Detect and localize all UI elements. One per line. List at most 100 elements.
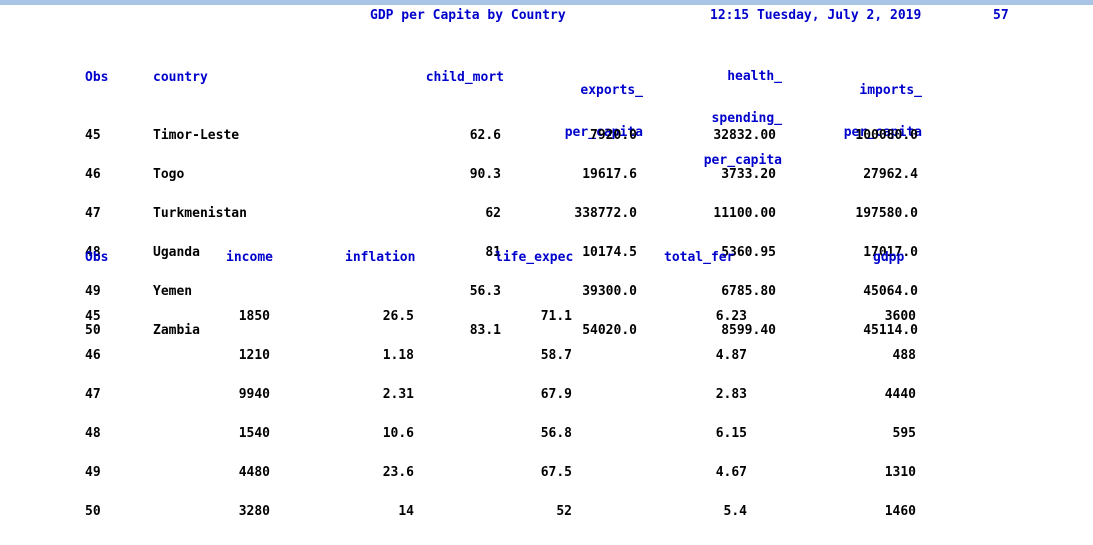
cell-health: 32832.00 <box>713 128 776 143</box>
cell-obs: 45 <box>85 309 101 324</box>
cell-imports: 197580.0 <box>855 206 918 221</box>
col-header-health-line2: spending_ <box>711 111 782 126</box>
cell-exports: 54020.0 <box>582 323 637 338</box>
cell-life-expec: 71.1 <box>540 309 572 324</box>
cell-life-expec: 58.7 <box>540 348 572 363</box>
table2-col-life-expec: 71.1 58.7 67.9 56.8 67.5 52 <box>520 284 572 544</box>
cell-income: 9940 <box>238 387 270 402</box>
col-header-imports: imports_ per_capita <box>810 56 922 168</box>
cell-life-expec: 67.9 <box>540 387 572 402</box>
cell-life-expec: 67.5 <box>540 465 572 480</box>
cell-child-mort: 56.3 <box>469 284 501 299</box>
table2-col-inflation: 26.5 1.18 2.31 10.6 23.6 14 <box>340 284 414 544</box>
cell-obs: 45 <box>85 128 101 143</box>
table1-col-country: Timor-Leste Togo Turkmenistan Uganda Yem… <box>153 103 247 363</box>
cell-total-fer: 5.4 <box>723 504 747 519</box>
cell-obs: 50 <box>85 504 101 519</box>
col-header-obs: Obs <box>85 70 109 85</box>
table2-col-income: 1850 1210 9940 1540 4480 3280 <box>200 284 270 544</box>
window-top-border <box>0 0 1093 5</box>
cell-country: Uganda <box>153 245 200 260</box>
cell-income: 1210 <box>238 348 270 363</box>
col-header-gdpp: gdpp <box>873 250 905 265</box>
col-header-health-line1: health_ <box>727 69 782 84</box>
cell-imports: 45064.0 <box>863 284 918 299</box>
cell-exports: 19617.6 <box>582 167 637 182</box>
col-header-exports-line2: per_capita <box>564 125 643 140</box>
table1-col-child-mort: 62.6 90.3 62 81 56.3 83.1 <box>400 103 501 363</box>
cell-gdpp: 3600 <box>884 309 916 324</box>
cell-obs: 46 <box>85 167 101 182</box>
table1-col-health: 32832.00 3733.20 11100.00 5360.95 6785.8… <box>668 103 776 363</box>
cell-income: 1540 <box>238 426 270 441</box>
cell-obs: 46 <box>85 348 101 363</box>
cell-obs: 50 <box>85 323 101 338</box>
cell-health: 5360.95 <box>721 245 776 260</box>
cell-obs: 47 <box>85 387 101 402</box>
table1-col-obs: 45 46 47 48 49 50 <box>85 103 116 363</box>
table2-col-total-fer: 6.23 4.87 2.83 6.15 4.67 5.4 <box>690 284 747 544</box>
cell-inflation: 26.5 <box>382 309 414 324</box>
col-header-obs: Obs <box>85 250 109 265</box>
cell-health: 8599.40 <box>721 323 776 338</box>
cell-health: 3733.20 <box>721 167 776 182</box>
cell-country: Togo <box>153 167 185 182</box>
table2-col-obs: 45 46 47 48 49 50 <box>85 284 116 544</box>
cell-life-expec: 56.8 <box>540 426 572 441</box>
col-header-health-line3: per_capita <box>703 153 782 168</box>
cell-health: 11100.00 <box>713 206 776 221</box>
col-header-total-fer: total_fer <box>664 250 735 265</box>
cell-inflation: 1.18 <box>382 348 414 363</box>
cell-country: Turkmenistan <box>153 206 247 221</box>
cell-imports: 27962.4 <box>863 167 918 182</box>
cell-income: 1850 <box>238 309 270 324</box>
cell-child-mort: 83.1 <box>469 323 501 338</box>
table2-col-gdpp: 3600 488 4440 595 1310 1460 <box>850 284 916 544</box>
cell-imports: 17017.0 <box>863 245 918 260</box>
cell-exports: 10174.5 <box>582 245 637 260</box>
cell-gdpp: 488 <box>892 348 916 363</box>
cell-child-mort: 62.6 <box>469 128 501 143</box>
col-header-country: country <box>153 70 208 85</box>
col-header-life-expec: life_expec <box>495 250 574 265</box>
cell-gdpp: 4440 <box>884 387 916 402</box>
cell-income: 3280 <box>238 504 270 519</box>
col-header-inflation: inflation <box>345 250 416 265</box>
cell-imports: 45114.0 <box>863 323 918 338</box>
page-number: 57 <box>993 8 1009 23</box>
cell-total-fer: 6.15 <box>715 426 747 441</box>
cell-health: 6785.80 <box>721 284 776 299</box>
cell-child-mort: 90.3 <box>469 167 501 182</box>
cell-exports: 7920.0 <box>590 128 637 143</box>
cell-inflation: 2.31 <box>382 387 414 402</box>
cell-inflation: 14 <box>398 504 414 519</box>
cell-country: Timor-Leste <box>153 128 240 143</box>
cell-exports: 39300.0 <box>582 284 637 299</box>
cell-obs: 49 <box>85 465 101 480</box>
cell-total-fer: 6.23 <box>715 309 747 324</box>
col-header-exports: exports_ per_capita <box>530 56 643 168</box>
cell-child-mort: 62 <box>485 206 501 221</box>
report-title: GDP per Capita by Country <box>370 8 566 23</box>
col-header-imports-line2: per_capita <box>843 125 922 140</box>
col-header-exports-line1: exports_ <box>580 83 643 98</box>
cell-obs: 49 <box>85 284 101 299</box>
table1-col-exports: 7920.0 19617.6 338772.0 10174.5 39300.0 … <box>530 103 637 363</box>
cell-obs: 47 <box>85 206 101 221</box>
col-header-income: income <box>226 250 273 265</box>
cell-income: 4480 <box>238 465 270 480</box>
cell-inflation: 23.6 <box>382 465 414 480</box>
cell-country: Yemen <box>153 284 193 299</box>
cell-total-fer: 4.67 <box>715 465 747 480</box>
col-header-imports-line1: imports_ <box>859 83 922 98</box>
col-header-health: health_ spending_ per_capita <box>668 42 782 196</box>
table1-col-imports: 100080.0 27962.4 197580.0 17017.0 45064.… <box>810 103 918 363</box>
cell-total-fer: 4.87 <box>715 348 747 363</box>
cell-gdpp: 1310 <box>884 465 916 480</box>
cell-gdpp: 1460 <box>884 504 916 519</box>
cell-inflation: 10.6 <box>382 426 414 441</box>
cell-obs: 48 <box>85 426 101 441</box>
cell-obs: 48 <box>85 245 101 260</box>
report-timestamp: 12:15 Tuesday, July 2, 2019 <box>710 8 922 23</box>
cell-exports: 338772.0 <box>574 206 637 221</box>
